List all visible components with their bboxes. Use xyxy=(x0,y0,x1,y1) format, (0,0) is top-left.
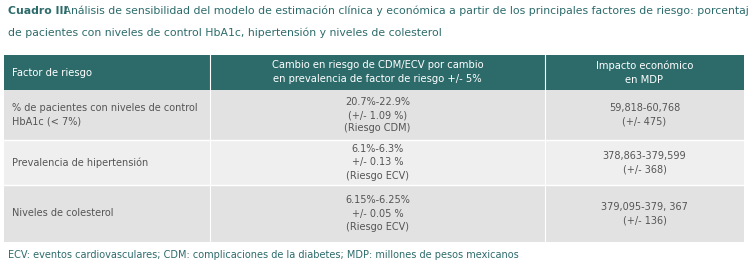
Text: 59,818-60,768
(+/- 475): 59,818-60,768 (+/- 475) xyxy=(609,103,680,127)
Text: Impacto económico
en MDP: Impacto económico en MDP xyxy=(596,60,693,85)
Bar xyxy=(4,90,744,140)
Text: 20.7%-22.9%
(+/- 1.09 %)
(Riesgo CDM): 20.7%-22.9% (+/- 1.09 %) (Riesgo CDM) xyxy=(344,97,411,133)
Text: Análisis de sensibilidad del modelo de estimación clínica y económica a partir d: Análisis de sensibilidad del modelo de e… xyxy=(60,6,748,17)
Text: Factor de riesgo: Factor de riesgo xyxy=(12,68,92,77)
Text: ECV: eventos cardiovasculares; CDM: complicaciones de la diabetes; MDP: millones: ECV: eventos cardiovasculares; CDM: comp… xyxy=(8,250,519,260)
Text: 378,863-379,599
(+/- 368): 378,863-379,599 (+/- 368) xyxy=(603,151,687,174)
Text: 379,095-379, 367
(+/- 136): 379,095-379, 367 (+/- 136) xyxy=(601,202,688,225)
Text: Prevalencia de hipertensión: Prevalencia de hipertensión xyxy=(12,157,148,168)
Text: Niveles de colesterol: Niveles de colesterol xyxy=(12,209,114,218)
Text: % de pacientes con niveles de control
HbA1c (< 7%): % de pacientes con niveles de control Hb… xyxy=(12,103,197,127)
Text: de pacientes con niveles de control HbA1c, hipertensión y niveles de colesterol: de pacientes con niveles de control HbA1… xyxy=(8,28,442,38)
Text: Cuadro III: Cuadro III xyxy=(8,6,67,16)
Text: 6.15%-6.25%
+/- 0.05 %
(Riesgo ECV): 6.15%-6.25% +/- 0.05 % (Riesgo ECV) xyxy=(345,195,410,232)
Bar xyxy=(4,55,744,90)
Bar xyxy=(4,140,744,185)
Bar xyxy=(4,185,744,242)
Text: Cambio en riesgo de CDM/ECV por cambio
en prevalencia de factor de riesgo +/- 5%: Cambio en riesgo de CDM/ECV por cambio e… xyxy=(272,61,483,84)
Text: 6.1%-6.3%
+/- 0.13 %
(Riesgo ECV): 6.1%-6.3% +/- 0.13 % (Riesgo ECV) xyxy=(346,144,409,181)
